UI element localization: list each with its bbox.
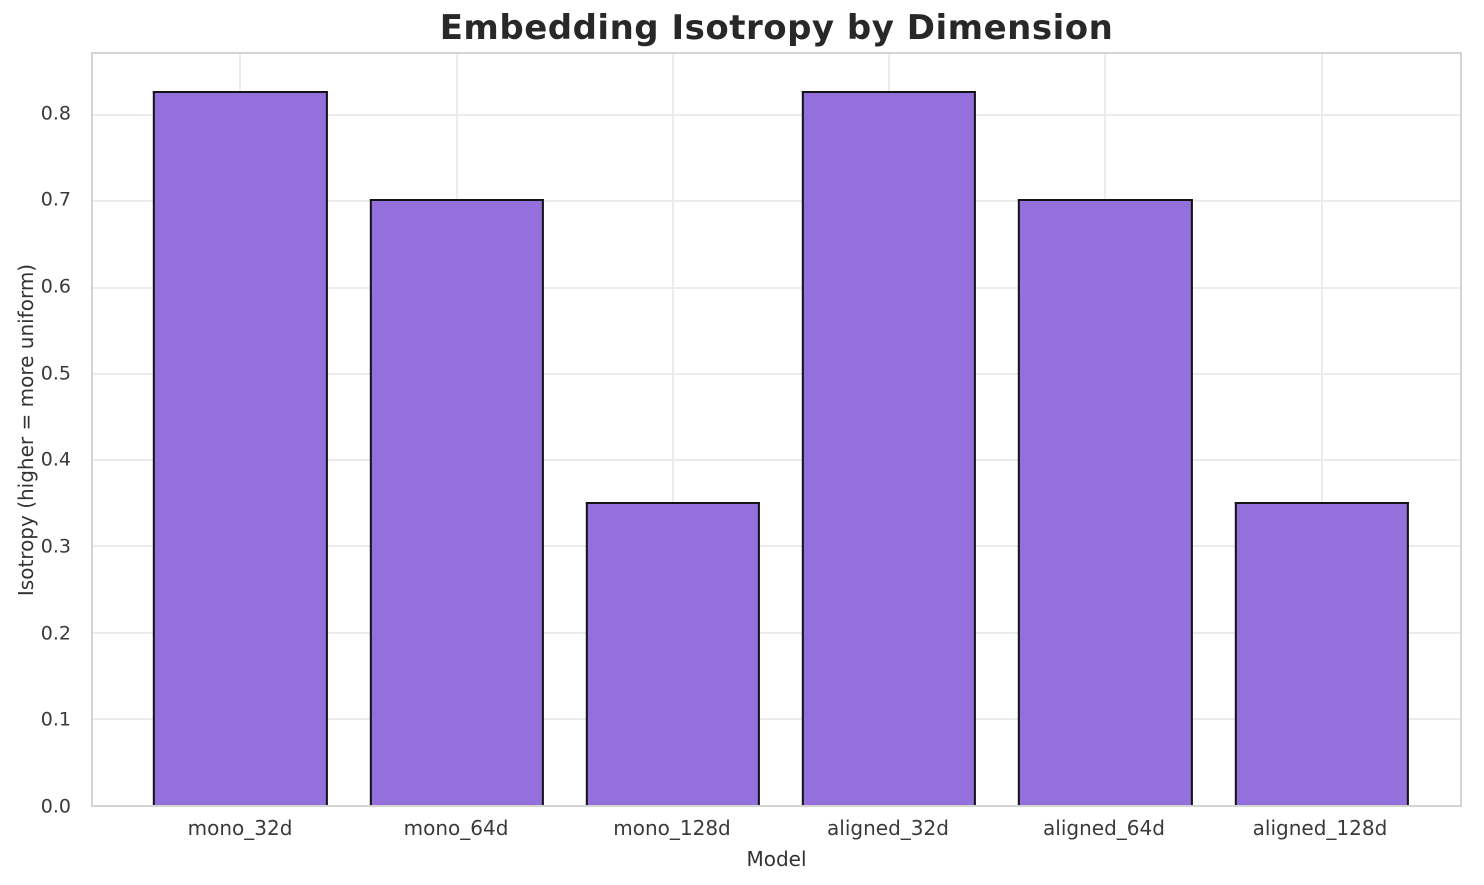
horizontal-gridline: [93, 545, 1460, 548]
chart-title: Embedding Isotropy by Dimension: [439, 8, 1114, 48]
y-axis-tick-labels: 0.0 0.1 0.2 0.3 0.4 0.5 0.6 0.7 0.8: [0, 52, 80, 816]
y-tick-label: 0.6: [40, 275, 71, 298]
y-tick-label: 0.5: [40, 362, 71, 385]
horizontal-gridline: [93, 286, 1460, 289]
horizontal-gridline: [93, 631, 1460, 634]
horizontal-gridline: [93, 200, 1460, 203]
y-tick-label: 0.8: [40, 102, 71, 125]
x-tick-label: aligned_64d: [1043, 816, 1165, 840]
horizontal-gridline: [93, 372, 1460, 375]
x-tick-label: mono_64d: [403, 816, 509, 840]
bar-mono_128d: [585, 501, 760, 805]
y-tick-label: 0.7: [40, 188, 71, 211]
y-tick-label: 0.4: [40, 448, 71, 471]
bar-aligned_128d: [1234, 501, 1409, 805]
bar-mono_32d: [153, 91, 328, 805]
bar-aligned_32d: [802, 91, 977, 805]
vertical-gridline: [671, 54, 674, 805]
y-tick-label: 0.2: [40, 622, 71, 645]
y-tick-label: 0.3: [40, 535, 71, 558]
vertical-gridline: [1320, 54, 1323, 805]
y-tick-label: 0.1: [40, 708, 71, 731]
bar-aligned_64d: [1018, 198, 1193, 805]
horizontal-gridline: [93, 459, 1460, 462]
horizontal-gridline: [93, 114, 1460, 117]
y-tick-label: 0.0: [40, 795, 71, 818]
x-tick-label: mono_128d: [613, 816, 731, 840]
x-axis-tick-labels: mono_32d mono_64d mono_128d aligned_32d alig…: [93, 816, 1458, 844]
plot-area: [91, 52, 1462, 807]
bar-mono_64d: [369, 198, 544, 805]
horizontal-gridline: [93, 717, 1460, 720]
x-tick-label: aligned_32d: [827, 816, 949, 840]
x-tick-label: mono_32d: [187, 816, 293, 840]
x-axis-label: Model: [746, 847, 807, 871]
x-tick-label: aligned_128d: [1252, 816, 1388, 840]
